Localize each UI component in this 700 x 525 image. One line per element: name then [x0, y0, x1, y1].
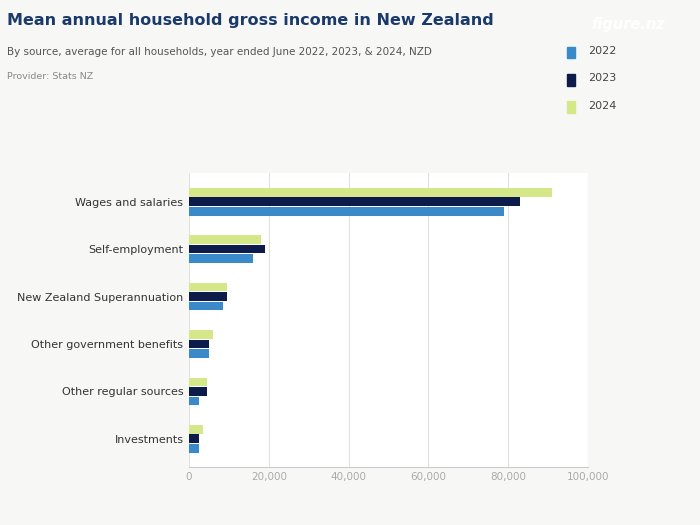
- Bar: [189, 340, 209, 348]
- Text: Mean annual household gross income in New Zealand: Mean annual household gross income in Ne…: [7, 13, 493, 28]
- Bar: [189, 235, 261, 244]
- Bar: [189, 188, 552, 196]
- Text: 2023: 2023: [588, 73, 616, 83]
- Bar: [189, 254, 253, 263]
- Bar: [189, 207, 504, 216]
- Text: Provider: Stats NZ: Provider: Stats NZ: [7, 72, 93, 81]
- Bar: [189, 330, 213, 339]
- Bar: [189, 302, 223, 310]
- Bar: [189, 377, 207, 386]
- Bar: [189, 434, 199, 443]
- Text: figure.nz: figure.nz: [592, 17, 665, 33]
- Bar: [189, 197, 520, 206]
- Bar: [189, 292, 227, 301]
- Text: 2024: 2024: [588, 100, 617, 111]
- Bar: [189, 349, 209, 358]
- Text: 2022: 2022: [588, 46, 617, 56]
- Bar: [189, 425, 203, 434]
- Bar: [189, 387, 207, 396]
- Bar: [189, 282, 227, 291]
- Text: By source, average for all households, year ended June 2022, 2023, & 2024, NZD: By source, average for all households, y…: [7, 47, 432, 57]
- Bar: [189, 396, 199, 405]
- Bar: [189, 444, 199, 453]
- Bar: [189, 245, 265, 254]
